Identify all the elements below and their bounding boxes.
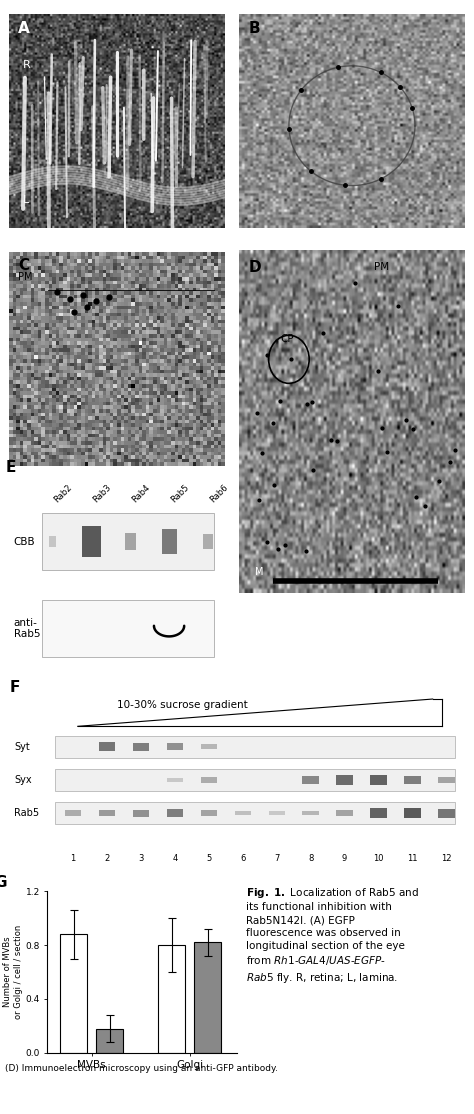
Text: A: A bbox=[18, 21, 30, 36]
Bar bbox=[404, 808, 420, 819]
Text: PM: PM bbox=[374, 262, 390, 272]
Bar bbox=[60, 935, 87, 1053]
Text: C: C bbox=[18, 258, 29, 273]
Text: G: G bbox=[0, 876, 7, 890]
Text: 10-30% sucrose gradient: 10-30% sucrose gradient bbox=[117, 700, 248, 710]
Bar bbox=[96, 1028, 123, 1053]
Bar bbox=[269, 811, 285, 814]
Bar bbox=[167, 779, 183, 782]
Bar bbox=[202, 534, 213, 549]
Bar bbox=[235, 811, 251, 815]
Text: 12: 12 bbox=[441, 854, 452, 863]
Bar bbox=[65, 810, 82, 815]
Bar bbox=[404, 775, 420, 784]
Text: 2: 2 bbox=[104, 854, 110, 863]
Text: L: L bbox=[22, 195, 28, 205]
Text: Rab6: Rab6 bbox=[208, 482, 229, 505]
Text: 11: 11 bbox=[407, 854, 418, 863]
Bar bbox=[99, 742, 115, 751]
Bar bbox=[125, 532, 136, 550]
Bar bbox=[201, 744, 217, 749]
Bar bbox=[99, 810, 115, 817]
Text: E: E bbox=[5, 460, 16, 476]
Text: Rab5: Rab5 bbox=[14, 808, 39, 818]
Bar bbox=[302, 776, 319, 784]
Bar bbox=[133, 810, 149, 817]
Bar bbox=[42, 514, 214, 570]
Text: Rab5: Rab5 bbox=[169, 482, 191, 505]
Text: 10: 10 bbox=[373, 854, 384, 863]
Text: B: B bbox=[248, 21, 260, 36]
Text: Syt: Syt bbox=[14, 742, 30, 752]
Text: 8: 8 bbox=[308, 854, 313, 863]
Bar bbox=[370, 775, 387, 785]
Text: PM: PM bbox=[18, 272, 33, 282]
Text: R: R bbox=[22, 60, 30, 70]
Bar bbox=[55, 802, 456, 824]
Text: 7: 7 bbox=[274, 854, 279, 863]
Bar bbox=[201, 810, 217, 817]
Text: Rab4: Rab4 bbox=[130, 482, 152, 505]
Bar bbox=[158, 945, 185, 1053]
Text: Syx: Syx bbox=[14, 775, 32, 785]
Text: CBB: CBB bbox=[14, 537, 36, 547]
Text: 6: 6 bbox=[240, 854, 246, 863]
Bar bbox=[337, 810, 353, 817]
Bar bbox=[167, 809, 183, 818]
Text: 9: 9 bbox=[342, 854, 347, 863]
Text: M: M bbox=[255, 567, 264, 577]
Bar bbox=[370, 808, 387, 818]
Bar bbox=[302, 811, 319, 815]
Text: 3: 3 bbox=[138, 854, 144, 863]
Bar bbox=[194, 942, 221, 1053]
Bar bbox=[167, 743, 183, 751]
Bar bbox=[438, 809, 455, 818]
Text: 5: 5 bbox=[206, 854, 211, 863]
Bar bbox=[55, 736, 456, 758]
Text: F: F bbox=[9, 680, 20, 694]
Text: 4: 4 bbox=[173, 854, 178, 863]
Text: $\mathbf{Fig.\ 1.}$ Localization of Rab5 and
its functional inhibition with
Rab5: $\mathbf{Fig.\ 1.}$ Localization of Rab5… bbox=[246, 886, 419, 985]
Text: Rab2: Rab2 bbox=[53, 482, 74, 505]
Bar bbox=[49, 536, 56, 547]
Bar bbox=[201, 778, 217, 783]
Text: D: D bbox=[248, 260, 261, 275]
Text: CP: CP bbox=[280, 334, 293, 344]
Text: Rab3: Rab3 bbox=[91, 482, 113, 505]
Text: (D) Immunoelectron microscopy using an anti-GFP antibody.: (D) Immunoelectron microscopy using an a… bbox=[5, 1064, 278, 1073]
Bar bbox=[133, 743, 149, 751]
Bar bbox=[162, 529, 177, 554]
Bar bbox=[82, 526, 101, 557]
Bar bbox=[337, 775, 353, 784]
Y-axis label: Number of MVBs
or Golgi / cell / section: Number of MVBs or Golgi / cell / section bbox=[3, 925, 23, 1019]
Bar bbox=[55, 769, 456, 791]
Text: anti-
Rab5: anti- Rab5 bbox=[14, 618, 40, 639]
Text: 1: 1 bbox=[71, 854, 76, 863]
Bar bbox=[438, 776, 455, 783]
Bar bbox=[42, 600, 214, 657]
